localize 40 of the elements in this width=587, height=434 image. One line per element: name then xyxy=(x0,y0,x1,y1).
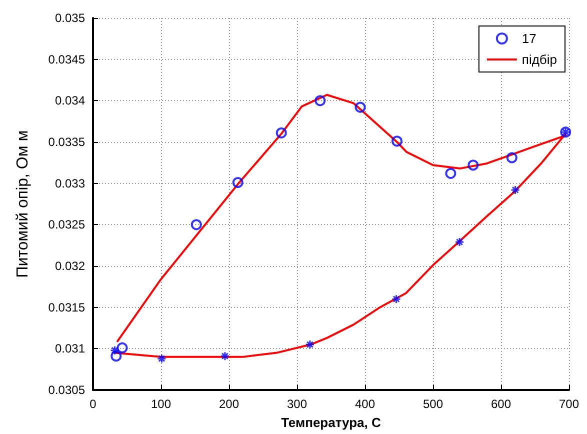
point xyxy=(510,185,520,195)
point xyxy=(116,342,128,354)
point xyxy=(156,354,166,364)
y-tick-label: 0.035 xyxy=(54,11,86,25)
point xyxy=(454,237,464,247)
x-tick-label: 200 xyxy=(218,397,240,411)
point xyxy=(392,294,402,304)
point xyxy=(190,219,202,230)
y-tick-label: 0.0335 xyxy=(48,135,86,149)
y-tick-label: 0.034 xyxy=(54,94,86,108)
y-tick-label: 0.0325 xyxy=(48,218,86,232)
point xyxy=(445,168,456,179)
x-tick-label: 100 xyxy=(150,397,172,411)
x-tick-label: 400 xyxy=(354,397,376,411)
x-tick-label: 0 xyxy=(90,397,97,411)
x-axis-title: Температура, С xyxy=(281,415,382,430)
y-tick-label: 0.0345 xyxy=(48,52,86,66)
point xyxy=(354,102,366,113)
point xyxy=(276,127,287,138)
x-tick-label: 600 xyxy=(490,397,512,411)
y-tick-label: 0.033 xyxy=(54,176,86,190)
point xyxy=(110,346,120,356)
y-tick-label: 0.0305 xyxy=(48,383,86,397)
point xyxy=(391,136,402,147)
y-tick-label: 0.032 xyxy=(54,259,86,273)
legend-label: 17 xyxy=(522,31,536,46)
y-axis-title: Питомий опір, Ом м xyxy=(14,130,32,278)
x-tick-label: 700 xyxy=(558,397,580,411)
legend-label: підбір xyxy=(522,52,557,67)
x-tick-label: 300 xyxy=(286,397,308,411)
x-tick-label: 500 xyxy=(422,397,444,411)
point xyxy=(314,95,326,106)
point xyxy=(232,177,244,188)
y-tick-label: 0.0315 xyxy=(48,300,86,314)
y-tick-label: 0.031 xyxy=(54,342,86,356)
point xyxy=(305,340,315,350)
point xyxy=(110,350,122,362)
point xyxy=(506,152,518,164)
point xyxy=(220,351,230,361)
point xyxy=(468,160,479,171)
